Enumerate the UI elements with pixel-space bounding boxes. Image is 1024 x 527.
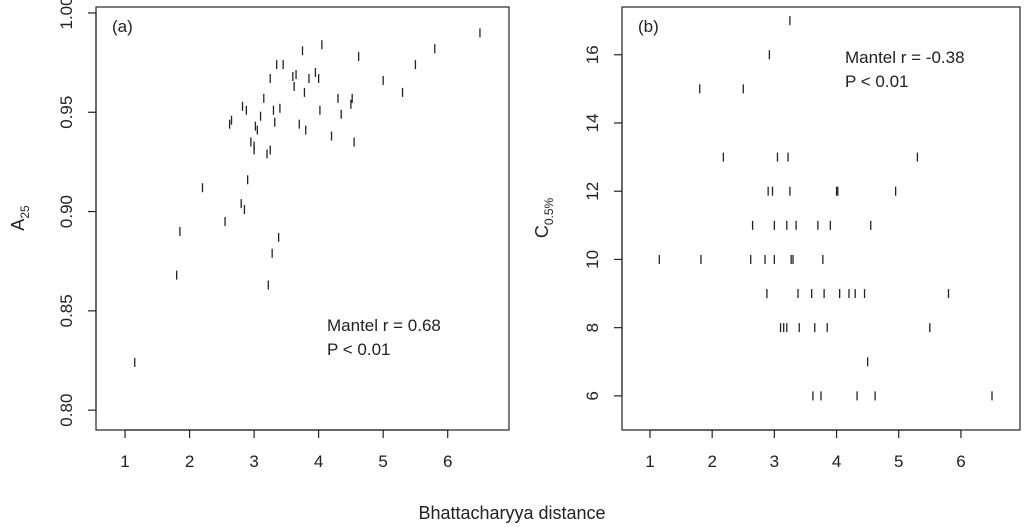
x-tick-label-a: 1 [120,452,129,471]
y-tick-label-a: 1.00 [57,0,76,30]
panel-label-a: (a) [112,17,133,36]
y-tick-label-b: 8 [583,323,602,332]
x-tick-label-a: 3 [249,452,258,471]
y-axis-title-a: A25 [8,205,32,231]
y-tick-label-b: 16 [583,45,602,64]
data-points-a [134,28,481,367]
x-tick-label-b: 6 [956,452,965,471]
plot-frame-a [95,6,510,431]
x-tick-label-b: 2 [707,452,716,471]
x-axis-title: Bhattacharyya distance [418,503,606,523]
y-tick-label-b: 14 [583,114,602,133]
data-points-b [658,16,993,401]
y-tick-label-b: 10 [583,250,602,269]
y-axis-b: 6 8 10 12 14 16 [583,45,623,401]
panel-label-b: (b) [638,17,659,36]
annotation-line1-a: Mantel r = 0.68 [327,316,441,335]
x-axis-b: 1 2 3 4 5 6 [645,429,966,471]
x-tick-label-a: 5 [378,452,387,471]
x-tick-label-a: 6 [443,452,452,471]
y-tick-label-b: 12 [583,182,602,201]
x-tick-label-b: 3 [770,452,779,471]
plot-frame-b [621,6,1021,431]
annotation-line2-b: P < 0.01 [845,72,909,91]
y-tick-label-a: 0.95 [57,96,76,129]
y-axis-a: 0.80 0.85 0.90 0.95 1.00 [57,0,97,427]
x-tick-label-a: 2 [185,452,194,471]
y-tick-label-a: 0.80 [57,394,76,427]
y-tick-label-b: 6 [583,391,602,400]
y-axis-title-b: C0.5% [532,197,556,238]
x-tick-label-b: 5 [894,452,903,471]
annotation-line2-a: P < 0.01 [327,340,391,359]
x-tick-label-b: 4 [832,452,841,471]
x-tick-label-b: 1 [645,452,654,471]
y-tick-label-a: 0.90 [57,195,76,228]
annotation-line1-b: Mantel r = -0.38 [845,48,965,67]
x-axis-a: 1 2 3 4 5 6 [120,429,452,471]
x-tick-label-a: 4 [314,452,323,471]
y-tick-label-a: 0.85 [57,294,76,327]
